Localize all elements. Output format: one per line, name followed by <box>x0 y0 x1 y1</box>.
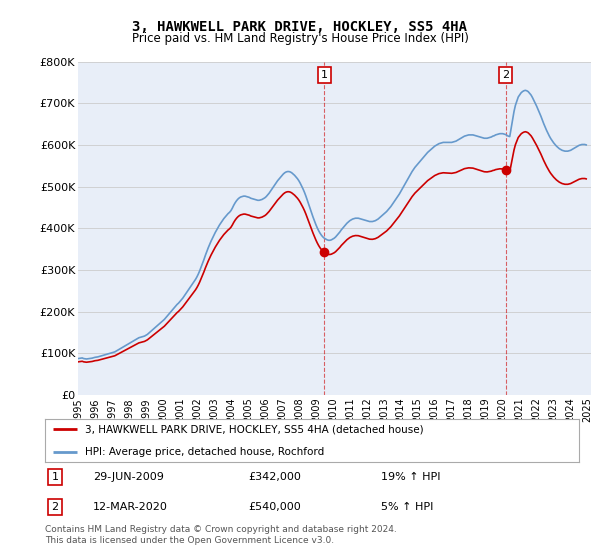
Text: 2: 2 <box>52 502 59 512</box>
Text: 2: 2 <box>502 70 509 80</box>
Text: Contains HM Land Registry data © Crown copyright and database right 2024.
This d: Contains HM Land Registry data © Crown c… <box>45 525 397 545</box>
Text: £342,000: £342,000 <box>248 472 301 482</box>
Text: 5% ↑ HPI: 5% ↑ HPI <box>382 502 434 512</box>
Text: 1: 1 <box>52 472 58 482</box>
Text: 3, HAWKWELL PARK DRIVE, HOCKLEY, SS5 4HA (detached house): 3, HAWKWELL PARK DRIVE, HOCKLEY, SS5 4HA… <box>85 424 424 434</box>
Text: 29-JUN-2009: 29-JUN-2009 <box>93 472 164 482</box>
Text: 19% ↑ HPI: 19% ↑ HPI <box>382 472 441 482</box>
Text: 12-MAR-2020: 12-MAR-2020 <box>93 502 168 512</box>
Text: £540,000: £540,000 <box>248 502 301 512</box>
Text: 1: 1 <box>321 70 328 80</box>
Text: HPI: Average price, detached house, Rochford: HPI: Average price, detached house, Roch… <box>85 447 325 456</box>
Text: Price paid vs. HM Land Registry's House Price Index (HPI): Price paid vs. HM Land Registry's House … <box>131 32 469 45</box>
Text: 3, HAWKWELL PARK DRIVE, HOCKLEY, SS5 4HA: 3, HAWKWELL PARK DRIVE, HOCKLEY, SS5 4HA <box>133 20 467 34</box>
